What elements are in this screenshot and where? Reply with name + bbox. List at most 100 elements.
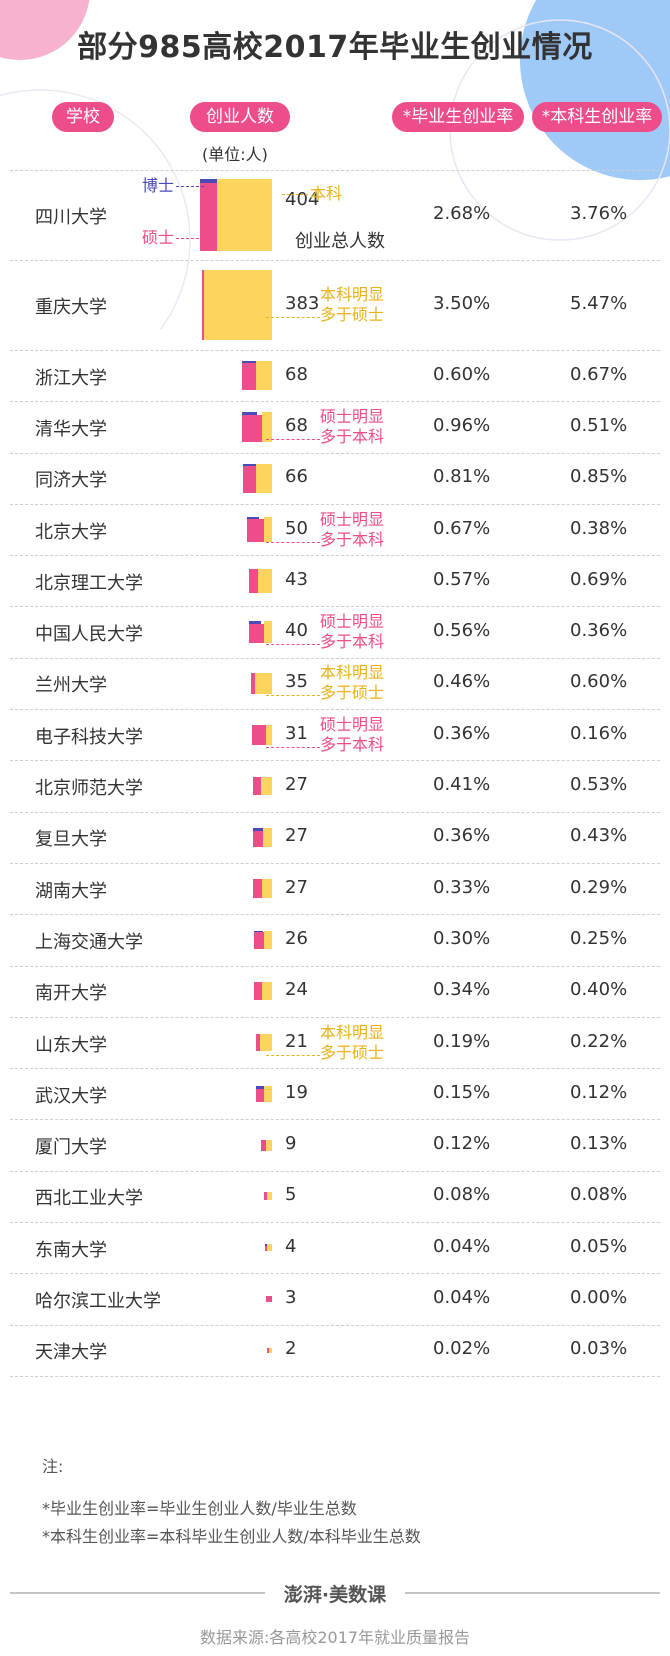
table-row xyxy=(10,1273,660,1326)
school-name: 上海交通大学 xyxy=(35,931,143,953)
brand-name-right: 美数课 xyxy=(329,1584,387,1606)
bachelor-segment xyxy=(267,1244,272,1252)
school-name: 浙江大学 xyxy=(35,367,107,389)
master-segment xyxy=(252,724,266,745)
undergrad-rate: 0.00% xyxy=(570,1287,628,1309)
graduate-rate: 0.67% xyxy=(433,517,491,539)
undergrad-rate: 0.36% xyxy=(570,620,628,642)
school-name: 同济大学 xyxy=(35,470,107,492)
bachelor-segment xyxy=(267,1192,272,1201)
brand-rule xyxy=(10,1592,660,1594)
school-name: 西北工业大学 xyxy=(35,1188,143,1210)
legend-master-label: 硕士 xyxy=(142,228,175,247)
bachelor-segment xyxy=(255,672,272,695)
header-count: 创业人数 xyxy=(190,102,290,132)
row-annotation-line: 硕士明显 xyxy=(320,406,385,426)
bachelor-segment xyxy=(261,879,272,898)
graduate-rate: 0.41% xyxy=(433,774,491,796)
school-name: 南开大学 xyxy=(35,983,107,1005)
row-annotation-line: 多于本科 xyxy=(320,632,385,652)
row-annotation-line: 多于本科 xyxy=(320,426,385,446)
graduate-rate: 2.68% xyxy=(433,203,491,224)
school-name: 武汉大学 xyxy=(35,1085,107,1107)
creator-count: 35 xyxy=(285,671,308,693)
bachelor-segment xyxy=(257,569,272,593)
master-segment xyxy=(201,269,204,341)
bachelor-segment xyxy=(264,930,272,950)
undergrad-rate: 0.60% xyxy=(570,671,628,693)
table-row xyxy=(10,709,660,762)
header-rate-grad: *毕业生创业率 xyxy=(392,102,524,132)
phd-segment xyxy=(256,1086,265,1090)
school-name: 北京理工大学 xyxy=(35,572,143,594)
phd-segment xyxy=(253,930,263,932)
undergrad-rate: 0.38% xyxy=(570,517,628,539)
master-segment xyxy=(249,623,264,644)
row-annotation: 硕士明显 多于本科 xyxy=(320,510,384,550)
undergrad-rate: 0.22% xyxy=(570,1030,628,1052)
table-row xyxy=(10,914,660,967)
master-segment xyxy=(265,1295,272,1303)
school-name: 兰州大学 xyxy=(35,675,107,697)
creator-count: 40 xyxy=(285,620,308,642)
phd-segment xyxy=(246,516,260,520)
school-name: 北京师范大学 xyxy=(35,778,143,800)
creator-count: 31 xyxy=(285,722,308,744)
master-segment xyxy=(246,519,265,543)
table-row xyxy=(10,350,660,403)
master-segment xyxy=(256,1089,264,1102)
table-row xyxy=(10,1068,660,1121)
legend-total-label: 创业总人数 xyxy=(295,231,385,252)
undergrad-rate: 0.05% xyxy=(570,1235,628,1257)
school-name: 东南大学 xyxy=(35,1239,107,1261)
graduate-rate: 0.57% xyxy=(433,568,491,590)
master-segment xyxy=(253,831,263,847)
school-name: 哈尔滨工业大学 xyxy=(35,1291,161,1313)
master-segment xyxy=(261,1139,266,1151)
creator-count: 27 xyxy=(285,825,308,847)
undergrad-rate: 5.47% xyxy=(570,293,628,314)
row-annotation: 硕士明显 多于本科 xyxy=(320,407,384,447)
creator-count: 9 xyxy=(285,1133,297,1155)
table-row xyxy=(10,260,660,351)
page-title: 部分985高校2017年毕业生创业情况 xyxy=(77,30,593,65)
master-segment xyxy=(248,569,258,593)
table-row xyxy=(10,812,660,864)
master-segment xyxy=(253,931,265,950)
undergrad-rate: 0.40% xyxy=(570,979,628,1001)
graduate-rate: 0.33% xyxy=(433,876,491,898)
annotation-leader xyxy=(266,1054,320,1056)
creator-count: 27 xyxy=(285,876,308,898)
row-annotation-line: 硕士明显 xyxy=(320,714,385,734)
table-row xyxy=(10,1171,660,1224)
annotation-leader xyxy=(266,695,320,697)
school-name: 四川大学 xyxy=(35,207,107,228)
row-annotation-line: 本科明显 xyxy=(320,663,385,683)
undergrad-rate: 0.12% xyxy=(570,1081,628,1103)
graduate-rate: 0.96% xyxy=(433,414,491,436)
undergrad-rate: 0.29% xyxy=(570,876,628,898)
legend-bachelor-label: 本科 xyxy=(310,184,343,203)
undergrad-rate: 0.67% xyxy=(570,363,628,385)
school-name: 北京大学 xyxy=(35,521,107,543)
row-annotation: 本科明显 多于硕士 xyxy=(320,663,384,703)
legend-phd-label: 博士 xyxy=(142,176,175,195)
creator-count: 43 xyxy=(285,568,308,590)
graduate-rate: 0.12% xyxy=(433,1133,491,1155)
phd-segment xyxy=(249,620,261,624)
creator-count: 383 xyxy=(285,293,320,314)
master-segment xyxy=(253,776,261,796)
row-annotation: 硕士明显 多于本科 xyxy=(320,715,384,755)
graduate-rate: 0.19% xyxy=(433,1030,491,1052)
phd-segment xyxy=(242,463,258,466)
master-segment xyxy=(250,672,256,695)
undergrad-rate: 0.69% xyxy=(570,568,628,590)
row-annotation-line: 多于本科 xyxy=(320,529,385,549)
row-annotation-line: 多于本科 xyxy=(320,734,385,754)
undergrad-rate: 0.08% xyxy=(570,1184,628,1206)
table-row xyxy=(10,504,660,557)
school-name: 中国人民大学 xyxy=(35,624,143,646)
creator-count: 66 xyxy=(285,466,308,488)
bachelor-segment xyxy=(265,1139,272,1151)
bachelor-segment xyxy=(216,179,272,251)
